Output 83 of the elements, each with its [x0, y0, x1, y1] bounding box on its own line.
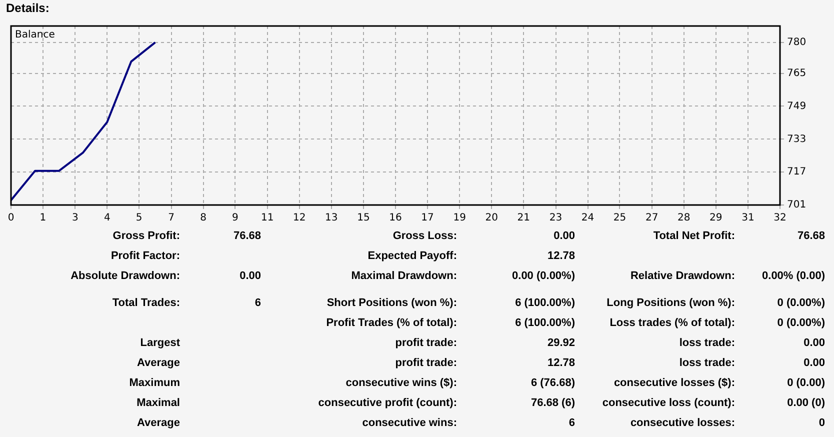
- text: Total Net Profit:: [653, 230, 735, 242]
- x-tick-label: 15: [357, 212, 370, 224]
- x-tick-label: 9: [232, 212, 238, 224]
- text: Expected Payoff:: [368, 250, 457, 262]
- x-tick-label: 27: [646, 212, 658, 224]
- text: consecutive losses:: [630, 417, 735, 429]
- x-tick-label: 23: [549, 212, 562, 224]
- text: Profit Factor:: [110, 250, 180, 262]
- text: Loss trades (% of total):: [610, 317, 735, 329]
- x-tick-label: 31: [742, 212, 754, 224]
- text: Gross Loss:: [392, 230, 457, 242]
- text: 6 (76.68): [530, 377, 575, 389]
- x-tick-label: 32: [774, 212, 786, 224]
- x-tick-label: 24: [581, 212, 594, 224]
- x-tick-label: 4: [104, 212, 110, 224]
- text: Average: [136, 357, 180, 369]
- text: Absolute Drawdown:: [70, 270, 180, 282]
- text: 0.00 (0): [787, 397, 825, 409]
- text: consecutive losses ($):: [614, 377, 735, 389]
- text: Average: [136, 417, 180, 429]
- text: consecutive wins:: [362, 417, 457, 429]
- text: Long Positions (won %):: [606, 297, 735, 309]
- text: 76.68: [233, 230, 261, 242]
- text: 76.68 (6): [530, 397, 575, 409]
- text: 0.00: [804, 357, 825, 369]
- text: 0 (0.00): [787, 377, 825, 389]
- x-tick-label: 20: [485, 212, 498, 224]
- text: Gross Profit:: [112, 230, 180, 242]
- text: 6 (100.00%): [515, 317, 575, 329]
- text: 0.00: [240, 270, 261, 282]
- x-tick-label: 28: [678, 212, 690, 224]
- y-tick-label: 749: [787, 100, 806, 112]
- text: consecutive wins ($):: [346, 377, 457, 389]
- text: profit trade:: [395, 337, 457, 349]
- chart-title: Details:: [6, 1, 50, 15]
- x-tick-label: 21: [517, 212, 530, 224]
- text: 0: [818, 417, 825, 429]
- text: 6 (100.00%): [515, 297, 575, 309]
- text: 29.92: [547, 337, 575, 349]
- text: 12.78: [547, 357, 575, 369]
- x-tick-label: 11: [261, 212, 274, 224]
- text: consecutive profit (count):: [318, 397, 457, 409]
- y-tick-label: 717: [787, 166, 806, 178]
- text: loss trade:: [679, 357, 735, 369]
- x-tick-label: 25: [613, 212, 626, 224]
- x-tick-label: 13: [324, 212, 338, 224]
- x-tick-label: 19: [453, 212, 466, 224]
- y-tick-label: 780: [787, 37, 806, 48]
- x-tick-label: 0: [8, 212, 14, 224]
- x-tick-label: 16: [389, 212, 402, 224]
- text: 6: [254, 297, 261, 309]
- x-tick-label: 3: [72, 212, 78, 224]
- text: profit trade:: [395, 357, 457, 369]
- text: 0.00 (0.00%): [512, 270, 575, 282]
- x-tick-label: 7: [168, 212, 174, 224]
- x-tick-label: 8: [200, 212, 206, 224]
- y-tick-label: 765: [787, 68, 806, 79]
- x-tick-label: 1: [40, 212, 46, 224]
- text: Largest: [140, 337, 180, 349]
- text: 0.00: [804, 337, 825, 349]
- text: consecutive loss (count):: [602, 397, 735, 409]
- text: 76.68: [797, 230, 825, 242]
- x-tick-label: 12: [293, 212, 306, 224]
- x-tick-label: 5: [136, 212, 142, 224]
- text: Relative Drawdown:: [630, 270, 735, 282]
- text: 0 (0.00%): [777, 317, 825, 329]
- y-tick-label: 701: [787, 200, 806, 211]
- text: 0 (0.00%): [777, 297, 825, 309]
- text: Maximal Drawdown:: [351, 270, 457, 282]
- x-tick-label: 17: [421, 212, 434, 224]
- text: Total Trades:: [112, 297, 180, 309]
- text: loss trade:: [679, 337, 735, 349]
- y-tick-label: 733: [787, 134, 806, 145]
- text: 6: [568, 417, 575, 429]
- text: Short Positions (won %):: [326, 297, 457, 309]
- text: 12.78: [547, 250, 575, 262]
- x-tick-label: 29: [709, 212, 722, 224]
- chart-subtitle: Balance: [15, 30, 55, 41]
- text: 0.00: [554, 230, 575, 242]
- text: Profit Trades (% of total):: [326, 317, 457, 329]
- text: Maximum: [129, 377, 180, 389]
- text: Maximal: [136, 397, 180, 409]
- text: 0.00% (0.00): [762, 270, 825, 282]
